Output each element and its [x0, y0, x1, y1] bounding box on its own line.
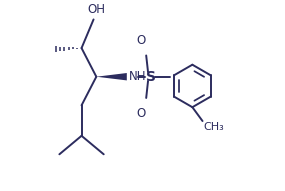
Text: OH: OH [87, 3, 105, 16]
Text: S: S [146, 70, 156, 84]
Text: O: O [136, 107, 145, 120]
Text: O: O [136, 34, 145, 47]
Text: CH₃: CH₃ [203, 122, 224, 132]
Polygon shape [96, 73, 127, 80]
Text: NH: NH [129, 70, 147, 83]
